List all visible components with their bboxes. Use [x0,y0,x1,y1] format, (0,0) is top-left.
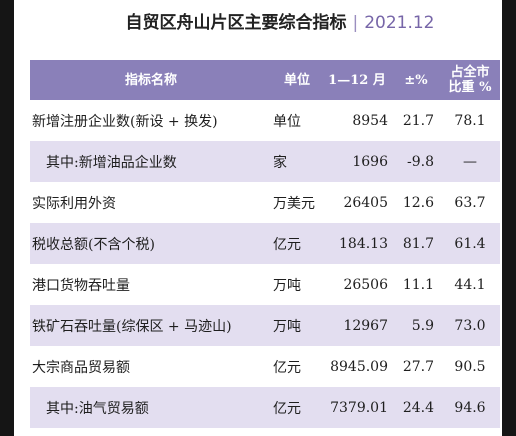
header-row: 指标名称 单位 1—12 月 ±% 占全市 比重 % [30,60,500,100]
left-dark-border [0,0,14,436]
row-name: 其中:油气贸易额 [30,387,272,428]
row-value: 12967 [322,305,392,346]
table-row: 铁矿石吞吐量(综保区 + 马迹山) 万吨 12967 5.9 73.0 [30,305,500,346]
title-text: 自贸区舟山片区主要综合指标 [125,13,347,33]
row-name: 其中:新增油品企业数 [30,141,272,182]
table-row: 实际利用外资 万美元 26405 12.6 63.7 [30,182,500,223]
title-date: 2021.12 [364,13,435,33]
title-separator: | [352,13,359,33]
table-row: 港口货物吞吐量 万吨 26506 11.1 44.1 [30,264,500,305]
row-share: 63.7 [440,182,500,223]
header-growth: ±% [392,60,440,100]
row-value: 1696 [322,141,392,182]
row-value: 8954 [322,100,392,141]
table-row: 大宗商品贸易额 亿元 8945.09 27.7 90.5 [30,346,500,387]
table-row: 其中:新增油品企业数 家 1696 -9.8 — [30,141,500,182]
row-name: 大宗商品贸易额 [30,346,272,387]
row-name: 新增注册企业数(新设 + 换发) [30,100,272,141]
row-share: 78.1 [440,100,500,141]
row-unit: 家 [272,141,322,182]
table-row: 新增注册企业数(新设 + 换发) 单位 8954 21.7 78.1 [30,100,500,141]
header-share-line2: 比重 % [448,80,492,95]
row-name: 铁矿石吞吐量(综保区 + 马迹山) [30,305,272,346]
header-share-line1: 占全市 [450,65,490,80]
row-unit: 亿元 [272,387,322,428]
page-title: 自贸区舟山片区主要综合指标 | 2021.12 [60,8,500,33]
table-row: 其中:油气贸易额 亿元 7379.01 24.4 94.6 [30,387,500,428]
row-growth: 21.7 [392,100,440,141]
header-value: 1—12 月 [322,60,392,100]
row-growth: 81.7 [392,223,440,264]
header-unit: 单位 [272,60,322,100]
indicators-table: 指标名称 单位 1—12 月 ±% 占全市 比重 % 新增注册企业数(新设 + 换… [30,60,500,428]
row-unit: 亿元 [272,346,322,387]
row-growth: 24.4 [392,387,440,428]
row-value: 7379.01 [322,387,392,428]
row-name: 税收总额(不含个税) [30,223,272,264]
row-growth: 27.7 [392,346,440,387]
row-unit: 亿元 [272,223,322,264]
row-share: 61.4 [440,223,500,264]
table-row: 税收总额(不含个税) 亿元 184.13 81.7 61.4 [30,223,500,264]
row-share: 44.1 [440,264,500,305]
row-share: — [440,141,500,182]
row-share: 73.0 [440,305,500,346]
row-name: 港口货物吞吐量 [30,264,272,305]
row-value: 184.13 [322,223,392,264]
row-growth: -9.8 [392,141,440,182]
row-value: 8945.09 [322,346,392,387]
row-unit: 单位 [272,100,322,141]
row-name: 实际利用外资 [30,182,272,223]
row-growth: 12.6 [392,182,440,223]
row-value: 26405 [322,182,392,223]
row-growth: 11.1 [392,264,440,305]
row-unit: 万美元 [272,182,322,223]
header-share: 占全市 比重 % [440,60,500,100]
header-name: 指标名称 [30,60,272,100]
row-share: 94.6 [440,387,500,428]
right-dark-border [502,0,516,436]
row-growth: 5.9 [392,305,440,346]
row-unit: 万吨 [272,305,322,346]
row-unit: 万吨 [272,264,322,305]
row-value: 26506 [322,264,392,305]
row-share: 90.5 [440,346,500,387]
